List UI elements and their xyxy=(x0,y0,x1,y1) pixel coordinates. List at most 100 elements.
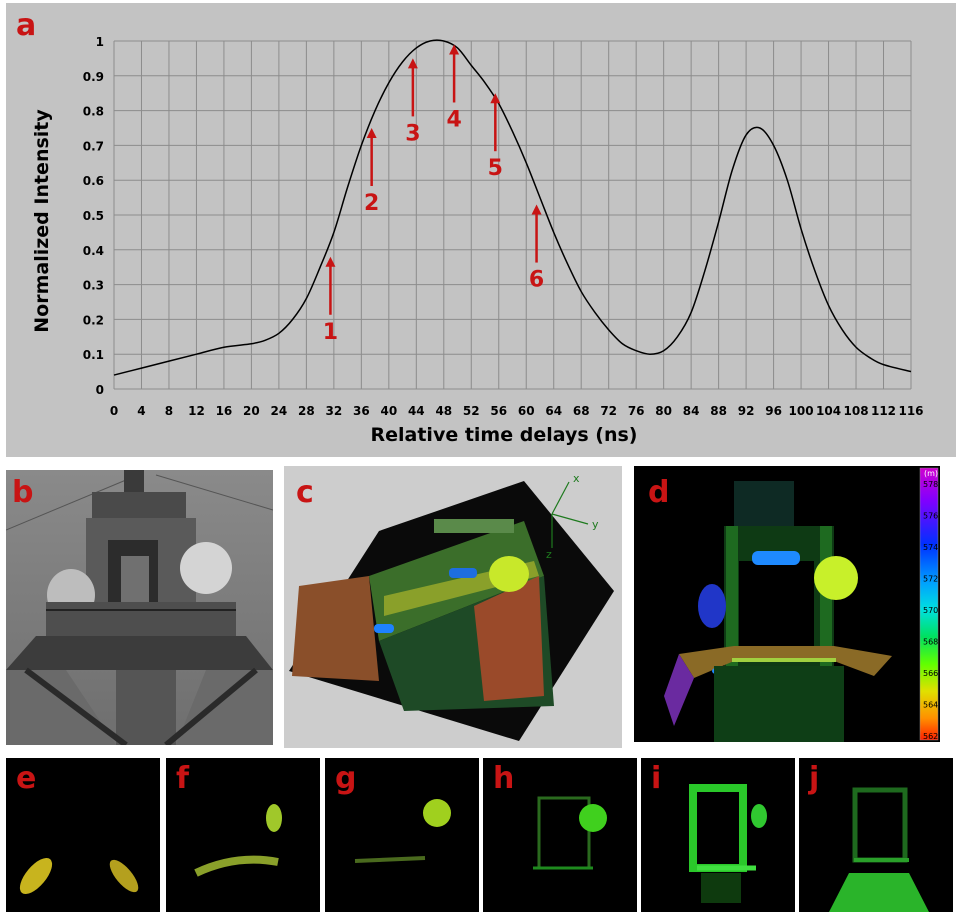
x-tick-label: 4 xyxy=(137,404,145,418)
annotation-label: 6 xyxy=(529,268,544,293)
x-tick-label: 52 xyxy=(463,404,480,418)
colorbar-tick-label: 564 xyxy=(923,701,938,710)
colorbar-tick-label: 570 xyxy=(923,606,938,615)
annotation-arrow-1: 1 xyxy=(323,256,338,345)
y-tick-label: 0.8 xyxy=(83,105,104,119)
colorbar-unit: (m) xyxy=(924,469,938,478)
annotation-arrow-2: 2 xyxy=(364,128,379,216)
axis-x-label: x xyxy=(573,472,580,485)
x-tick-label: 8 xyxy=(165,404,173,418)
colorbar-tick-label: 566 xyxy=(923,669,938,678)
x-tick-label: 28 xyxy=(298,404,315,418)
x-tick-label: 20 xyxy=(243,404,260,418)
x-tick-label: 112 xyxy=(871,404,896,418)
x-tick-label: 100 xyxy=(789,404,814,418)
y-tick-label: 0.5 xyxy=(83,209,104,223)
colorbar-tick-label: 568 xyxy=(923,638,938,647)
colorbar-tick-label: 578 xyxy=(923,480,938,489)
panel-label-g: g xyxy=(335,761,357,796)
x-tick-label: 96 xyxy=(765,404,782,418)
axis-y-label: y xyxy=(592,518,599,531)
y-tick-label: 0.1 xyxy=(83,348,104,362)
panel-label-d: d xyxy=(648,475,670,510)
panel-b-tower-photo: b xyxy=(6,470,273,745)
y-tick-label: 0.7 xyxy=(83,139,104,153)
panel-j-slice: j xyxy=(799,758,953,912)
panel-i-slice: i xyxy=(641,758,795,912)
y-tick-label: 0.2 xyxy=(83,313,104,327)
panel-label-i: i xyxy=(651,761,662,796)
x-tick-label: 72 xyxy=(600,404,617,418)
colorbar-tick-label: 576 xyxy=(923,512,938,521)
x-tick-label: 64 xyxy=(545,404,562,418)
x-tick-label: 40 xyxy=(380,404,397,418)
axis-triad: x y z xyxy=(546,472,599,561)
x-tick-label: 32 xyxy=(326,404,343,418)
x-axis-label: Relative time delays (ns) xyxy=(371,424,638,446)
slice-image-f xyxy=(194,804,282,877)
y-axis-label: Normalized Intensity xyxy=(31,109,53,333)
x-tick-label: 44 xyxy=(408,404,425,418)
colorbar-tick-label: 574 xyxy=(923,543,938,552)
x-tick-label: 80 xyxy=(655,404,672,418)
panel-a-intensity-chart: a 0 4 8 12 16 20 24 28 32 36 40 44 48 52 56 60 64 68 72 76 8… xyxy=(6,3,956,457)
x-tick-label: 84 xyxy=(683,404,700,418)
x-tick-label: 76 xyxy=(628,404,645,418)
x-tick-label: 56 xyxy=(490,404,507,418)
x-tick-label: 24 xyxy=(271,404,288,418)
x-tick-label: 92 xyxy=(738,404,755,418)
colorbar-tick-label: 562 xyxy=(923,732,938,741)
slice-image-g xyxy=(354,799,451,863)
tower-photo-image xyxy=(6,470,273,745)
panel-label-j: j xyxy=(809,761,820,796)
x-tick-label: 104 xyxy=(816,404,841,418)
panel-label-f: f xyxy=(176,761,190,796)
panel-label-c: c xyxy=(296,475,314,510)
panel-e-slice: e xyxy=(6,758,160,912)
panel-label-b: b xyxy=(12,475,34,510)
y-tick-label: 0.6 xyxy=(83,174,104,188)
panel-label-h: h xyxy=(493,761,515,796)
x-tick-label: 68 xyxy=(573,404,590,418)
colorbar-tick-label: 572 xyxy=(923,575,938,584)
x-tick-label: 12 xyxy=(188,404,205,418)
y-tick-label: 0.9 xyxy=(83,70,104,84)
annotation-label: 4 xyxy=(446,107,461,132)
slice-image-j xyxy=(829,787,929,912)
annotation-label: 2 xyxy=(364,191,379,216)
x-tick-label: 16 xyxy=(216,404,233,418)
annotation-label: 5 xyxy=(488,156,503,181)
annotation-arrow-5: 5 xyxy=(488,93,503,181)
annotation-label: 3 xyxy=(405,121,420,146)
annotation-arrow-4: 4 xyxy=(446,44,462,132)
3d-point-cloud-image: x y z xyxy=(289,472,614,741)
panel-label-e: e xyxy=(16,761,37,796)
intensity-curve xyxy=(113,39,912,376)
x-tick-label: 36 xyxy=(353,404,370,418)
x-tick-label: 48 xyxy=(435,404,452,418)
panel-h-slice: h xyxy=(483,758,637,912)
slice-image-e xyxy=(19,857,139,895)
panel-f-slice: f xyxy=(166,758,320,912)
x-tick-label: 116 xyxy=(898,404,923,418)
slice-image-h xyxy=(533,796,607,870)
y-tick-label: 0.3 xyxy=(83,279,104,293)
range-image-with-colorbar: (m) 578 576 574 572 570 568 566 564 562 xyxy=(664,467,938,742)
slice-image-i xyxy=(689,784,767,903)
panel-c-3d-render: x y z c xyxy=(284,466,622,748)
x-tick-label: 88 xyxy=(710,404,727,418)
panel-label-a: a xyxy=(16,8,37,43)
x-tick-label: 108 xyxy=(844,404,869,418)
y-tick-label: 0 xyxy=(96,383,104,397)
x-tick-label: 0 xyxy=(110,404,118,418)
intensity-line-chart: 0 4 8 12 16 20 24 28 32 36 40 44 48 52 56 60 64 68 72 76 80 8… xyxy=(31,35,924,446)
annotation-label: 1 xyxy=(323,320,338,345)
panel-g-slice: g xyxy=(325,758,479,912)
y-tick-label: 0.4 xyxy=(83,244,104,258)
x-tick-label: 60 xyxy=(518,404,535,418)
annotation-arrow-3: 3 xyxy=(405,58,421,146)
panel-d-range-image: (m) 578 576 574 572 570 568 566 564 562 d xyxy=(634,466,940,742)
y-tick-label: 1 xyxy=(96,35,104,49)
annotation-arrow-6: 6 xyxy=(529,204,544,293)
axis-z-label: z xyxy=(546,548,552,561)
